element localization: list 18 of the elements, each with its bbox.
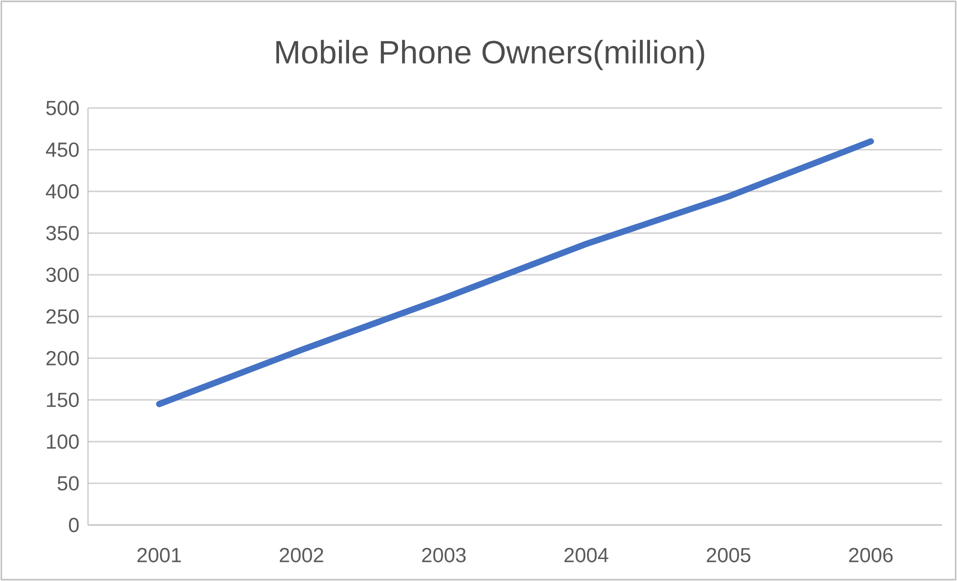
chart-title: Mobile Phone Owners(million) [276,40,704,70]
y-tick-label: 250 [46,309,79,324]
y-tick-label: 400 [46,184,79,199]
x-tick-label: 2006 [849,548,893,562]
y-tick-label: 500 [46,100,79,116]
y-tick-label: 200 [46,350,79,366]
y-tick-label: 100 [46,434,79,449]
x-tick-label: 2004 [564,548,608,562]
y-tick-label: 0 [68,518,79,532]
x-tick-label: 2002 [280,548,324,562]
x-tick-label: 2005 [706,548,750,562]
y-tick-label: 150 [46,392,79,408]
y-tick-label: 350 [46,226,79,240]
x-tick-label: 2003 [422,548,466,562]
y-tick-label: 450 [46,142,79,157]
y-tick-label: 300 [46,268,79,282]
x-tick-label: 2001 [137,548,181,562]
y-tick-label: 50 [58,476,79,491]
